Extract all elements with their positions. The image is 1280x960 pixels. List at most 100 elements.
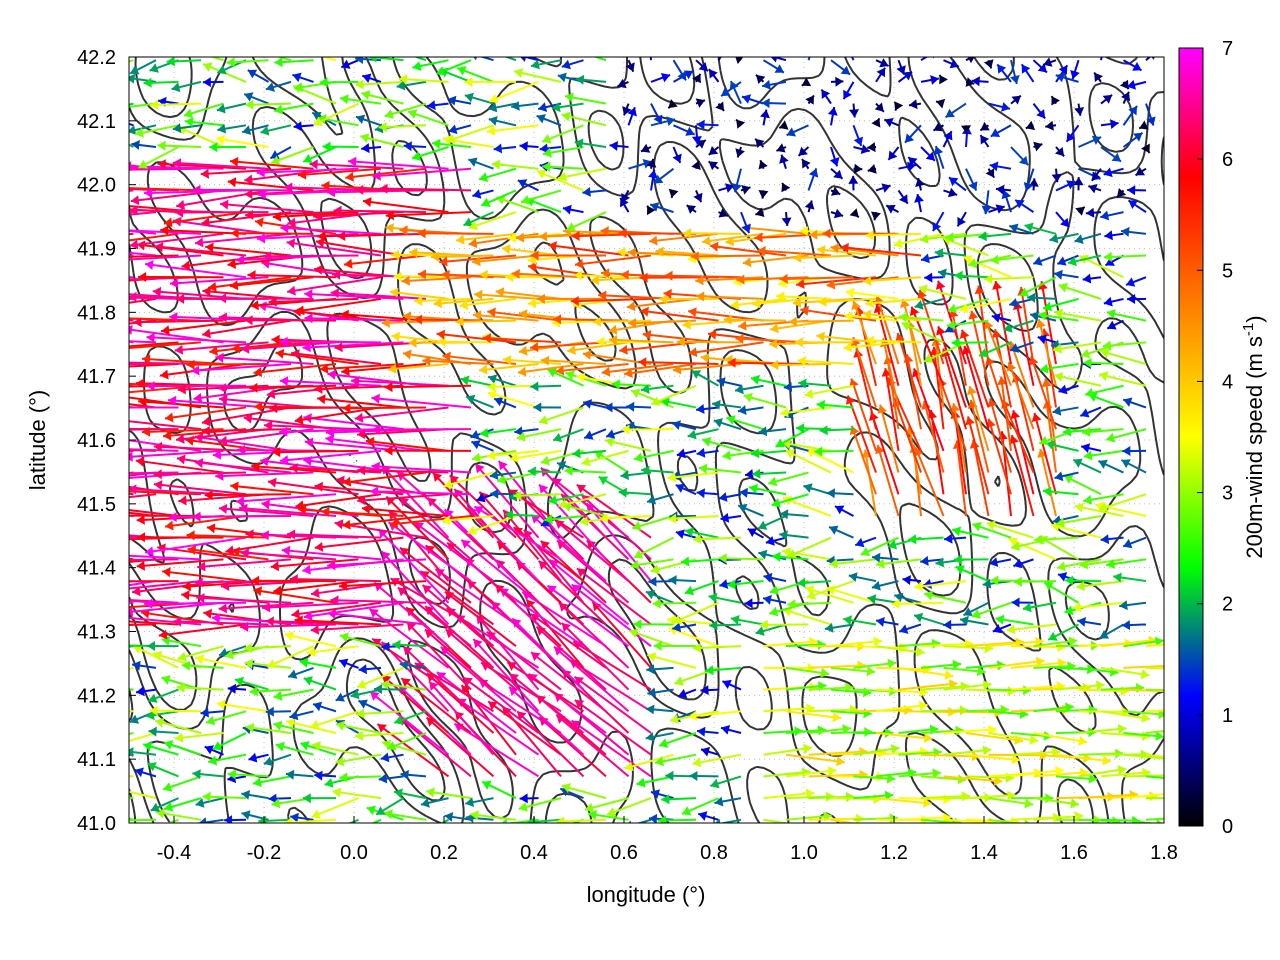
wind-vector-head [709,620,718,631]
wind-vector [129,558,179,562]
wind-vector-head [701,746,711,757]
wind-vector-head [314,542,324,552]
wind-vector-head [581,456,591,467]
wind-vector-head [376,806,386,815]
wind-vector-head [1098,459,1108,469]
wind-vector-head [206,523,216,534]
wind-vector-head [1037,63,1047,73]
wind-vector-head [221,581,230,591]
wind-vector [690,254,764,258]
wind-vector-head [575,74,585,85]
wind-vector-head [944,533,953,544]
wind-vector-head [672,153,682,163]
wind-vector [682,232,742,235]
wind-vector-head [168,395,177,406]
wind-vector-head [408,337,417,348]
wind-vector-head [224,815,233,823]
wind-vector-head [849,109,859,118]
wind-vector-head [474,506,484,515]
wind-vector [942,348,967,430]
wind-vector-head [848,572,858,582]
wind-vector-head [1092,171,1101,181]
wind-vector [144,536,247,554]
wind-vector-head [984,59,994,69]
wind-vector-head [1021,64,1031,74]
wind-vector-head [520,57,527,62]
wind-vector-head [441,515,451,526]
wind-vector-head [1113,572,1122,583]
wind-vector [276,57,292,62]
wind-vector-head [1046,440,1055,450]
wind-vector-head [152,286,162,297]
wind-vector [436,671,517,734]
wind-vector-head [164,740,174,750]
wind-vector-head [284,182,293,193]
wind-vector-head [598,476,609,486]
wind-vector-head [952,526,962,537]
wind-vector-head [129,606,134,617]
wind-vector [521,57,539,62]
wind-vector-head [294,414,304,425]
wind-vector [830,639,883,648]
wind-vector [129,317,202,322]
wind-vector-head [457,66,467,76]
wind-vector-head [325,434,334,445]
wind-vector-head [561,111,571,122]
wind-vector-head [980,135,990,145]
wind-vector-head [584,802,594,813]
colorbar-tick-label: 5 [1222,260,1233,282]
wind-vector-head [754,232,763,243]
wind-vector [473,505,562,561]
wind-vector [489,80,539,103]
wind-vector [555,714,630,778]
wind-vector-head [648,169,658,179]
wind-vector [1015,300,1035,386]
wind-vector-head [155,717,165,728]
wind-vector-head [874,102,884,112]
wind-vector-head [619,344,628,355]
x-tick-label: 1.8 [1150,842,1178,864]
wind-vector [581,449,629,465]
wind-vector-head [230,481,239,492]
wind-vector-head [624,761,634,772]
wind-vector-head [949,59,959,69]
wind-vector-head [476,493,486,503]
wind-vector-head [253,367,262,377]
wind-vector [977,285,990,365]
wind-vector [129,554,202,561]
wind-vector-head [924,590,934,601]
wind-vector [525,598,585,669]
wind-vector-head [1103,296,1113,307]
wind-vector-head [255,217,264,228]
wind-vector [229,160,314,170]
wind-vector [800,308,877,322]
wind-vector [1008,537,1057,561]
y-tick-label: 41.3 [77,622,116,644]
wind-vector-head [1122,446,1131,456]
wind-vector-head [267,659,277,669]
wind-vector [174,341,269,352]
wind-vector-head [433,298,442,309]
wind-vector-head [805,95,814,105]
wind-vector-head [35,273,43,283]
wind-vector-head [798,378,807,389]
wind-vector-head [617,247,626,258]
wind-vector-head [35,590,44,600]
wind-vector-head [244,92,254,102]
wind-vector-head [1119,79,1129,90]
wind-vector [901,298,922,365]
wind-vector-head [1035,656,1045,667]
wind-vector-head [861,449,872,459]
wind-vector-head [873,636,882,647]
wind-vector-head [265,82,275,92]
wind-vector-head [378,122,387,132]
wind-vector-head [279,426,288,437]
wind-vector-head [1072,602,1082,613]
wind-vector [475,614,540,691]
wind-vector [965,732,1024,742]
wind-vector-head [649,235,658,246]
wind-vector-head [827,107,838,116]
wind-vector [540,540,607,604]
wind-vector [153,483,247,496]
wind-vector-head [1064,605,1074,616]
